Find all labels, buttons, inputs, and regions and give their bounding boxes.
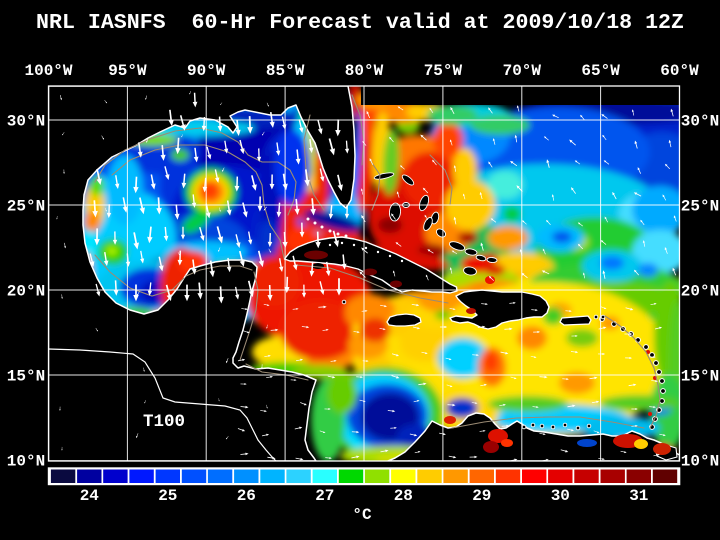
svg-text:NRL IASNFS 60-Hr Forecast val: NRL IASNFS 60-Hr Forecast valid at 2009/… (36, 11, 684, 35)
svg-text:10°N: 10°N (7, 453, 45, 471)
svg-text:27: 27 (315, 487, 334, 505)
svg-text:15°N: 15°N (681, 368, 719, 386)
svg-text:65°W: 65°W (581, 62, 620, 80)
svg-text:31: 31 (629, 487, 648, 505)
svg-text:100°W: 100°W (24, 62, 72, 80)
svg-text:20°N: 20°N (7, 283, 45, 301)
svg-text:30: 30 (551, 487, 570, 505)
svg-text:25°N: 25°N (7, 198, 45, 216)
svg-text:°C: °C (352, 506, 372, 524)
svg-text:26: 26 (237, 487, 256, 505)
svg-text:95°W: 95°W (108, 62, 147, 80)
svg-text:30°N: 30°N (681, 113, 719, 131)
svg-text:15°N: 15°N (7, 368, 45, 386)
svg-text:T100: T100 (143, 412, 185, 432)
svg-text:10°N: 10°N (681, 453, 719, 471)
svg-text:85°W: 85°W (266, 62, 305, 80)
svg-text:80°W: 80°W (345, 62, 384, 80)
svg-text:25: 25 (158, 487, 177, 505)
svg-text:70°W: 70°W (503, 62, 542, 80)
svg-text:75°W: 75°W (424, 62, 463, 80)
svg-text:24: 24 (80, 487, 100, 505)
svg-text:28: 28 (394, 487, 413, 505)
svg-text:29: 29 (472, 487, 491, 505)
svg-text:30°N: 30°N (7, 113, 45, 131)
svg-text:90°W: 90°W (187, 62, 226, 80)
svg-text:60°W: 60°W (660, 62, 699, 80)
svg-text:25°N: 25°N (681, 198, 719, 216)
svg-text:20°N: 20°N (681, 283, 719, 301)
